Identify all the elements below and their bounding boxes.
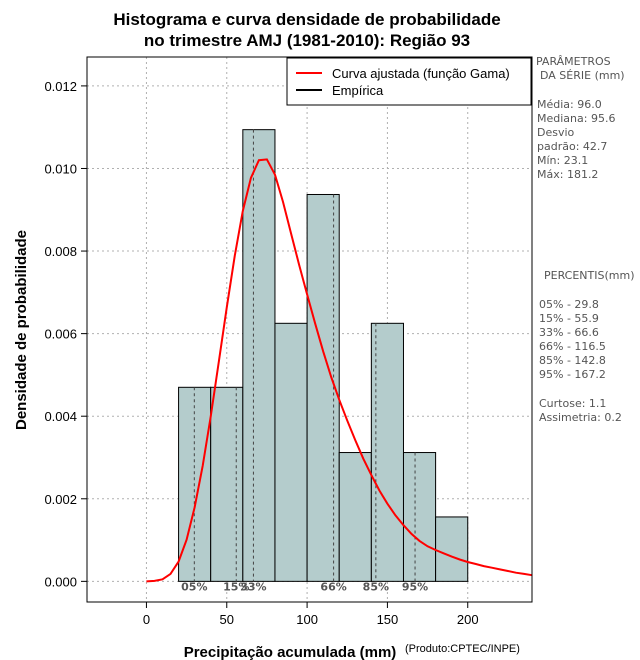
x-tick-label: 50	[220, 612, 234, 627]
x-tick-label: 100	[296, 612, 318, 627]
percentile-label: 15%	[223, 580, 249, 593]
fitted-curve-layer	[146, 158, 533, 583]
percentile-label: 33%	[240, 580, 266, 593]
stat-line: Máx: 181.2	[537, 168, 598, 181]
legend-empirical-label: Empírica	[332, 83, 384, 98]
chart-title-line2: no trimestre AMJ (1981-2010): Região 93	[144, 31, 470, 50]
histogram-bar	[370, 322, 404, 582]
y-tick-label: 0.002	[44, 492, 77, 507]
y-tick-label: 0.010	[44, 161, 77, 176]
kurtosis-line: Curtose: 1.1	[539, 397, 606, 410]
histogram-bar	[242, 129, 276, 582]
legend-fitted-label: Curva ajustada (função Gama)	[332, 66, 510, 81]
percentile-label: 05%	[181, 580, 207, 593]
percentile-label: 95%	[402, 580, 428, 593]
fitted-gamma-curve	[146, 158, 533, 583]
histogram-bar	[274, 322, 308, 582]
y-axis-ticks: 0.000 0.002 0.004 0.006 0.008 0.010 0.012	[44, 79, 87, 589]
y-tick-label: 0.008	[44, 244, 77, 259]
params-title-1: PARÂMETROS	[536, 55, 611, 68]
percentile-lines: 05% 15%33% 66% 85% 95%	[181, 129, 428, 593]
skewness-line: Assimetria: 0.2	[539, 411, 622, 424]
y-tick-label: 0.012	[44, 79, 77, 94]
y-tick-label: 0.006	[44, 327, 77, 342]
stat-line: Mín: 23.1	[537, 154, 588, 167]
percentil-line: 05% - 29.8	[539, 298, 599, 311]
histogram-bar	[402, 452, 437, 582]
percentil-line: 85% - 142.8	[539, 354, 606, 367]
percentil-line: 15% - 55.9	[539, 312, 599, 325]
params-title-2: DA SÉRIE (mm)	[540, 69, 625, 82]
histogram-bars	[178, 129, 469, 582]
stat-line: padrão: 42.7	[537, 140, 607, 153]
stat-line: Média: 96.0	[537, 98, 602, 111]
percentil-line: 33% - 66.6	[539, 326, 599, 339]
x-axis-label: Precipitação acumulada (mm)	[184, 644, 397, 660]
percentile-label: 66%	[320, 580, 346, 593]
side-panel: PARÂMETROS DA SÉRIE (mm) Média: 96.0 Med…	[536, 55, 635, 424]
chart-title-line1: Histograma e curva densidade de probabil…	[113, 10, 500, 29]
histogram-bar	[210, 386, 244, 582]
histogram-bar	[435, 516, 469, 582]
stat-line: Mediana: 95.6	[537, 112, 615, 125]
x-axis-ticks: 0 50 100 150 200	[143, 602, 479, 627]
credit-text: (Produto:CPTEC/INPE)	[405, 643, 520, 655]
histogram-bar	[338, 452, 372, 582]
percentile-label: 85%	[363, 580, 389, 593]
legend-box	[286, 57, 532, 106]
y-tick-label: 0.000	[44, 574, 77, 589]
percentis-title: PERCENTIS(mm)	[544, 269, 635, 282]
plot-frame	[86, 56, 533, 603]
x-tick-label: 200	[457, 612, 479, 627]
legend: Curva ajustada (função Gama) Empírica	[286, 57, 532, 106]
y-tick-label: 0.004	[44, 409, 77, 424]
percentil-line: 66% - 116.5	[539, 340, 606, 353]
x-tick-label: 150	[377, 612, 399, 627]
y-axis-label: Densidade de probabilidade	[13, 230, 30, 430]
percentil-line: 95% - 167.2	[539, 368, 606, 381]
x-tick-label: 0	[143, 612, 150, 627]
stat-line: Desvio	[537, 126, 575, 139]
